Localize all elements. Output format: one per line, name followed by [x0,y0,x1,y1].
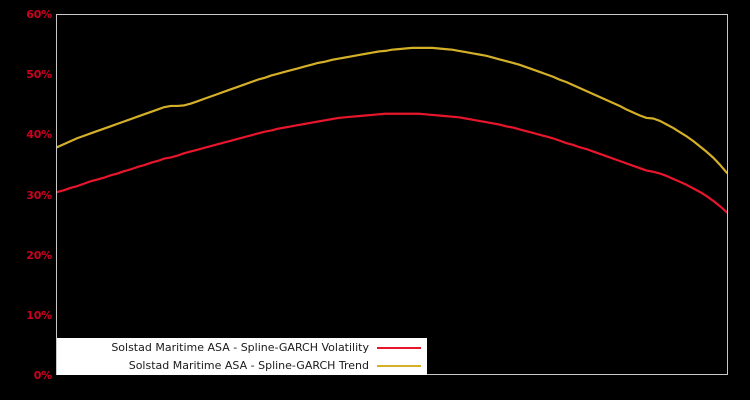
plot-area [56,14,728,375]
legend-label-trend: Solstad Maritime ASA - Spline-GARCH Tren… [128,359,369,372]
y-tick-label-0: 0% [33,369,52,382]
y-tick-label-60: 60% [26,8,52,21]
legend-item-volatility: Solstad Maritime ASA - Spline-GARCH Vola… [57,339,427,357]
y-tick-label-10: 10% [26,308,52,322]
y-tick-label-40: 40% [26,128,52,142]
plot-svg [57,15,727,374]
y-axis: 60% 50% 40% 30% 20% 10% 0% [0,0,52,400]
legend-swatch-trend [377,365,421,367]
y-tick-label-30: 30% [26,188,52,202]
chart-legend: Solstad Maritime ASA - Spline-GARCH Vola… [57,338,427,375]
y-tick-label-20: 20% [26,248,52,262]
series-line-volatility [57,114,727,213]
series-line-trend [57,48,727,173]
legend-swatch-volatility [377,347,421,349]
y-tick-label-50: 50% [26,68,52,82]
legend-label-volatility: Solstad Maritime ASA - Spline-GARCH Vola… [111,341,369,354]
legend-item-trend: Solstad Maritime ASA - Spline-GARCH Tren… [57,357,427,375]
